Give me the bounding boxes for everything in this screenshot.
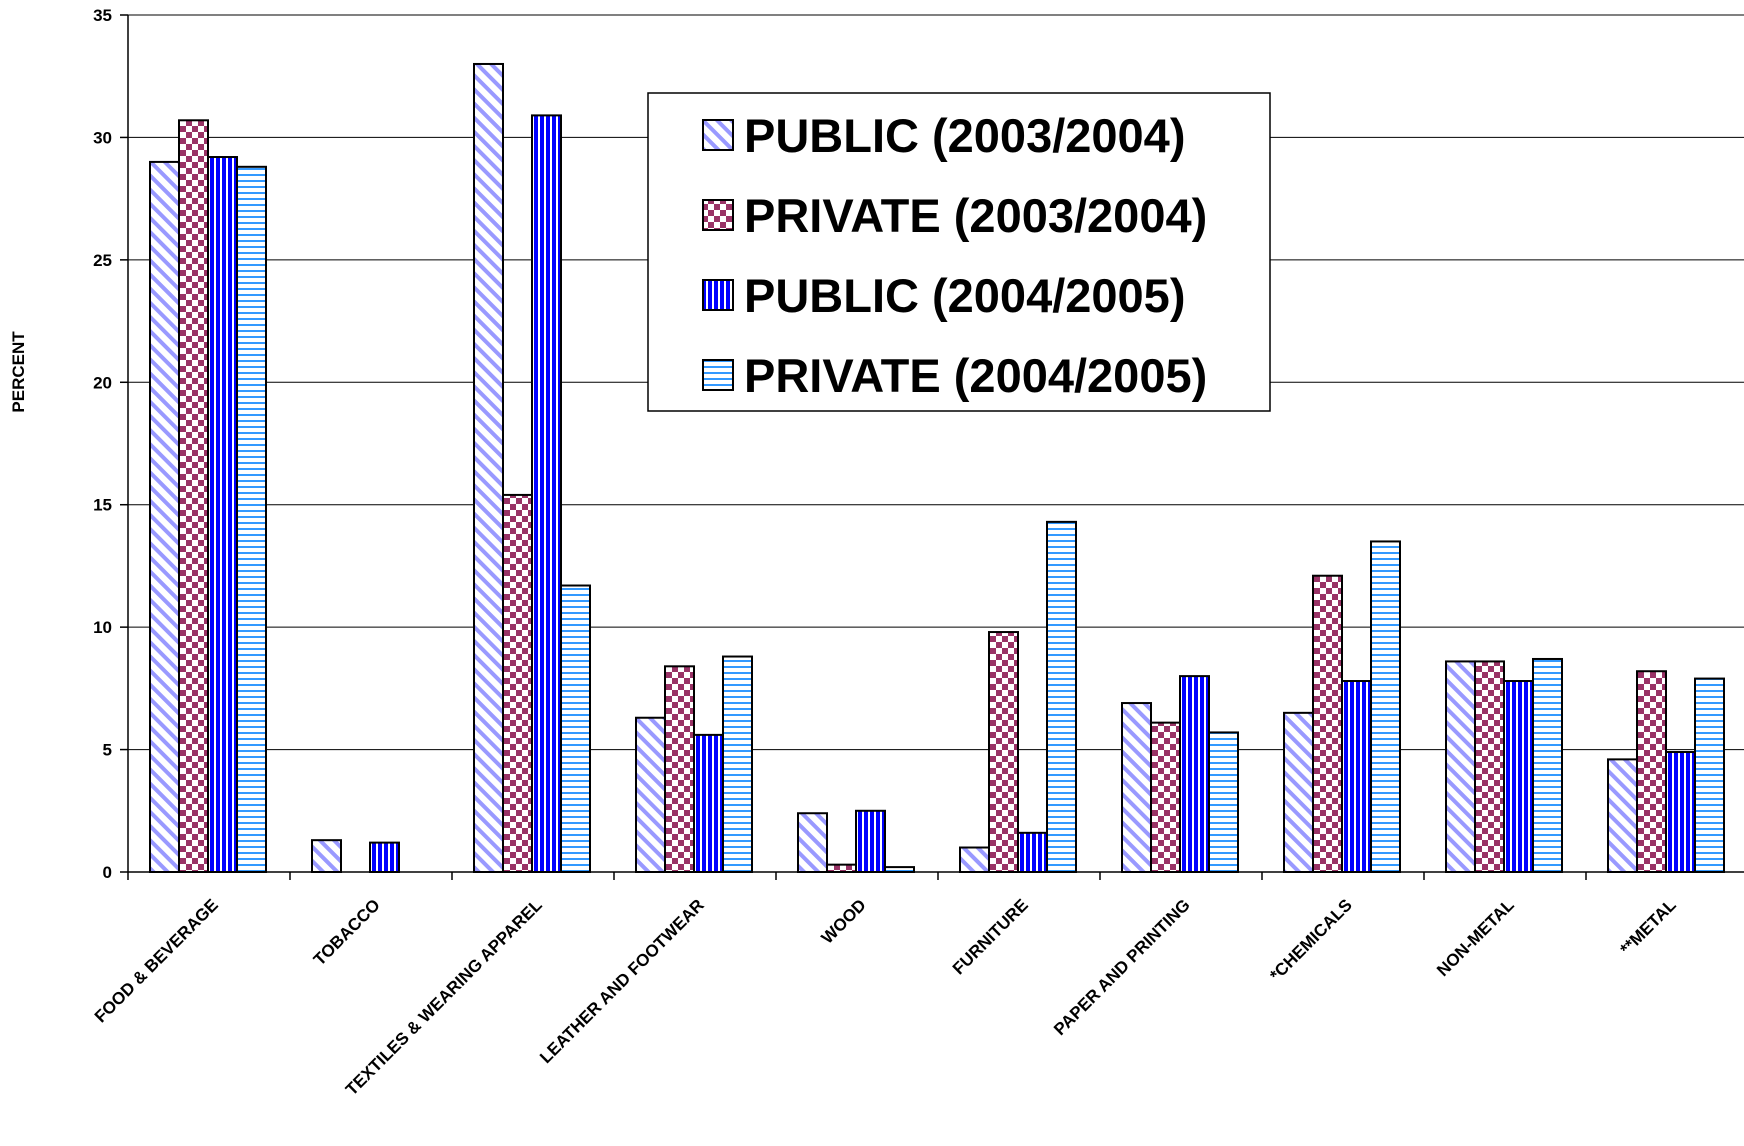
bar-non-metal-public-2004-2005 — [1503, 680, 1534, 873]
x-category-label: WOOD — [818, 895, 870, 947]
x-category-label: NON-METAL — [1433, 895, 1518, 980]
bar-textiles-wearing-apparel-private-2003-2004 — [502, 493, 533, 873]
legend-label: PRIVATE (2003/2004) — [744, 189, 1207, 242]
bar-paper-and-printing-private-2004-2005 — [1208, 731, 1239, 874]
y-tick-label: 35 — [93, 6, 112, 25]
y-tick-label: 25 — [93, 251, 112, 270]
bar-furniture-public-2004-2005 — [1017, 831, 1048, 874]
legend-swatch-private-2004-2005 — [702, 359, 734, 391]
y-tick-label: 20 — [93, 373, 112, 392]
bar-furniture-private-2003-2004 — [988, 631, 1019, 873]
x-category-label: TOBACCO — [310, 895, 384, 969]
bar-textiles-wearing-apparel-public-2004-2005 — [531, 114, 562, 874]
x-category-label: FOOD & BEVERAGE — [91, 895, 222, 1026]
legend-label: PUBLIC (2004/2005) — [744, 269, 1185, 322]
bar-textiles-wearing-apparel-private-2004-2005 — [560, 584, 591, 873]
bar-wood-public-2004-2005 — [855, 809, 886, 873]
bars — [149, 62, 1725, 874]
bar-metal-private-2004-2005 — [1694, 677, 1725, 874]
bar-food-beverage-private-2003-2004 — [178, 119, 209, 873]
bar-tobacco-public-2004-2005 — [369, 841, 400, 873]
bar-wood-private-2003-2004 — [826, 863, 857, 874]
bar-leather-and-footwear-private-2004-2005 — [722, 655, 753, 873]
bar-metal-public-2004-2005 — [1665, 751, 1696, 874]
bar-paper-and-printing-public-2003-2004 — [1121, 702, 1152, 874]
axes — [120, 14, 1744, 880]
legend-box — [647, 92, 1271, 412]
legend: PUBLIC (2003/2004) PRIVATE (2003/2004) PUB… — [647, 92, 1271, 412]
legend-swatch-public-2003-2004 — [702, 119, 734, 151]
bar-non-metal-private-2003-2004 — [1474, 660, 1505, 873]
bar-metal-public-2003-2004 — [1607, 758, 1638, 874]
bar-metal-private-2003-2004 — [1636, 670, 1667, 874]
x-category-label: **METAL — [1617, 895, 1680, 958]
y-tick-label: 15 — [93, 496, 112, 515]
bar-paper-and-printing-public-2004-2005 — [1179, 675, 1210, 873]
bar-chemicals-public-2003-2004 — [1283, 711, 1314, 873]
bar-food-beverage-private-2004-2005 — [236, 165, 267, 874]
y-tick-label: 0 — [103, 863, 112, 882]
bar-non-metal-public-2003-2004 — [1445, 660, 1476, 873]
legend-label: PUBLIC (2003/2004) — [744, 109, 1185, 162]
legend-label: PRIVATE (2004/2005) — [744, 349, 1207, 402]
bar-furniture-private-2004-2005 — [1046, 520, 1077, 874]
bar-furniture-public-2003-2004 — [959, 846, 990, 873]
bar-food-beverage-public-2003-2004 — [149, 160, 180, 873]
bar-chemicals-public-2004-2005 — [1341, 680, 1372, 873]
x-category-label: *CHEMICALS — [1266, 895, 1356, 985]
bar-tobacco-public-2003-2004 — [311, 839, 342, 874]
bar-food-beverage-public-2004-2005 — [207, 156, 238, 873]
bar-non-metal-private-2004-2005 — [1532, 657, 1563, 874]
bar-leather-and-footwear-public-2003-2004 — [635, 716, 666, 873]
bar-textiles-wearing-apparel-public-2003-2004 — [473, 62, 504, 873]
y-tick-label: 5 — [103, 741, 112, 760]
bar-leather-and-footwear-private-2003-2004 — [664, 665, 695, 873]
y-axis-title: PERCENT — [9, 331, 28, 413]
bar-paper-and-printing-private-2003-2004 — [1150, 721, 1181, 873]
y-tick-label: 10 — [93, 618, 112, 637]
bar-wood-public-2003-2004 — [797, 812, 828, 874]
legend-swatch-public-2004-2005 — [702, 279, 734, 311]
bar-leather-and-footwear-public-2004-2005 — [693, 733, 724, 873]
x-category-label: LEATHER AND FOOTWEAR — [536, 895, 708, 1067]
bar-chemicals-private-2003-2004 — [1312, 574, 1343, 873]
x-category-label: FURNITURE — [949, 895, 1032, 978]
y-tick-label: 30 — [93, 128, 112, 147]
y-tick-labels: 0 5 10 15 20 25 30 35 — [93, 6, 112, 882]
x-category-label: TEXTILES & WEARING APPAREL — [342, 895, 546, 1099]
bar-chemicals-private-2004-2005 — [1370, 540, 1401, 873]
x-category-label: PAPER AND PRINTING — [1050, 895, 1194, 1039]
legend-swatch-private-2003-2004 — [702, 199, 734, 231]
